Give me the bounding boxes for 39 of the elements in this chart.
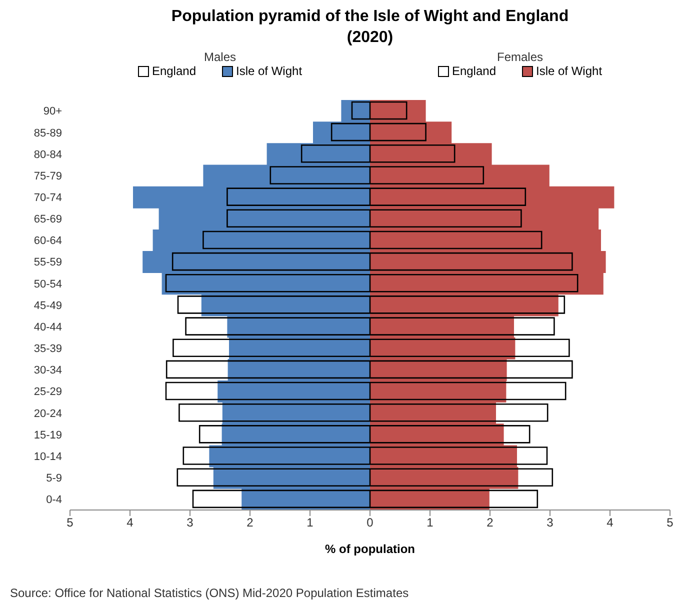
x-tick-label: 5 <box>666 516 674 530</box>
y-tick-label: 50-54 <box>34 278 62 290</box>
legend-label: England <box>150 64 196 78</box>
y-tick-label: 10-14 <box>34 450 62 463</box>
y-tick-label: 60-64 <box>34 235 62 248</box>
chart-title: Population pyramid of the Isle of Wight and England (2020) <box>170 7 570 48</box>
x-tick-label: 0 <box>366 516 374 530</box>
y-tick-label: 90+ <box>43 106 62 118</box>
y-tick-label: 65-69 <box>34 214 62 226</box>
y-tick-label: 30-34 <box>34 364 62 377</box>
x-tick-label: 2 <box>486 516 494 530</box>
y-tick-label: 80-84 <box>34 148 62 161</box>
y-tick-label: 55-59 <box>34 256 62 269</box>
y-tick-label: 5-9 <box>46 472 62 485</box>
x-tick-label: 4 <box>606 516 614 530</box>
x-axis-title: % of population <box>324 542 416 556</box>
x-tick-label: 3 <box>186 516 194 530</box>
y-tick-label: 45-49 <box>34 300 62 312</box>
legend-label: Isle of Wight <box>235 64 302 78</box>
y-tick-label: 20-24 <box>34 408 62 420</box>
y-tick-label: 40-44 <box>34 321 62 334</box>
y-tick-label: 15-19 <box>34 429 62 442</box>
legend-title: Females <box>496 50 544 64</box>
x-tick-label: 3 <box>546 516 554 530</box>
x-tick-label: 5 <box>66 516 74 530</box>
legend-title: Males <box>202 50 237 64</box>
x-tick-label: 1 <box>426 516 434 530</box>
legend-label: England <box>450 64 496 78</box>
y-tick-label: 35-39 <box>34 343 62 356</box>
y-tick-label: 85-89 <box>34 127 62 140</box>
legend-label: Isle of Wight <box>535 64 602 78</box>
x-tick-label: 4 <box>126 516 134 530</box>
y-tick-label: 75-79 <box>34 170 62 182</box>
y-tick-label: 0-4 <box>46 494 62 506</box>
x-tick-label: 1 <box>306 516 314 530</box>
x-tick-label: 2 <box>246 516 254 530</box>
source-note: Source: Office for National Statistics (ONS) Mid-2020 Population Estimates <box>10 586 409 600</box>
y-tick-label: 70-74 <box>34 192 62 204</box>
y-tick-label: 25-29 <box>34 386 62 398</box>
